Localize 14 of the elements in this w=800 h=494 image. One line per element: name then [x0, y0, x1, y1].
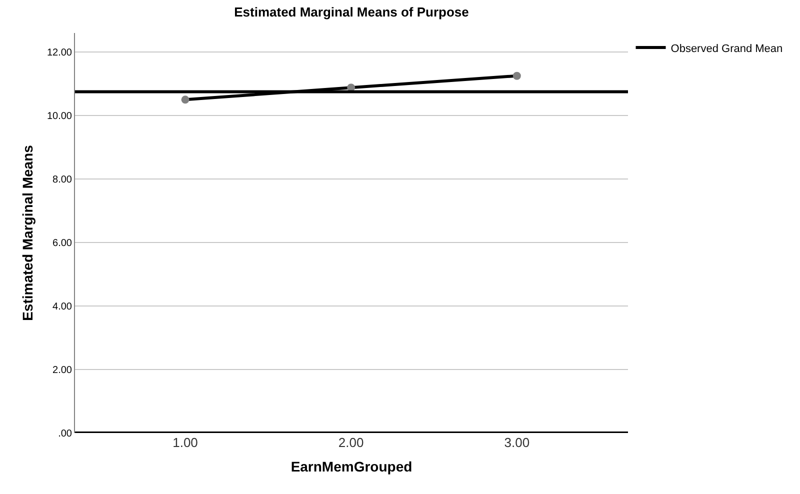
y-tick-label: 2.00	[52, 365, 72, 376]
x-tick-label: 1.00	[172, 435, 198, 450]
x-tick-label: 3.00	[504, 435, 530, 450]
y-tick-label: 4.00	[52, 302, 72, 313]
x-tick-label: 2.00	[338, 435, 364, 450]
y-tick-label: 8.00	[52, 174, 72, 186]
legend-label: Observed Grand Mean	[670, 42, 783, 55]
y-tick-label: 10.00	[46, 111, 72, 122]
x-axis-title: EarnMemGrouped	[290, 458, 412, 474]
chart-title: Estimated Marginal Means of Purpose	[234, 4, 469, 20]
y-axis-title: Estimated Marginal Means	[20, 144, 36, 321]
y-tick-label: .00	[58, 428, 72, 440]
y-tick-label: 6.00	[52, 238, 72, 250]
y-tick-label: 12.00	[46, 48, 72, 59]
